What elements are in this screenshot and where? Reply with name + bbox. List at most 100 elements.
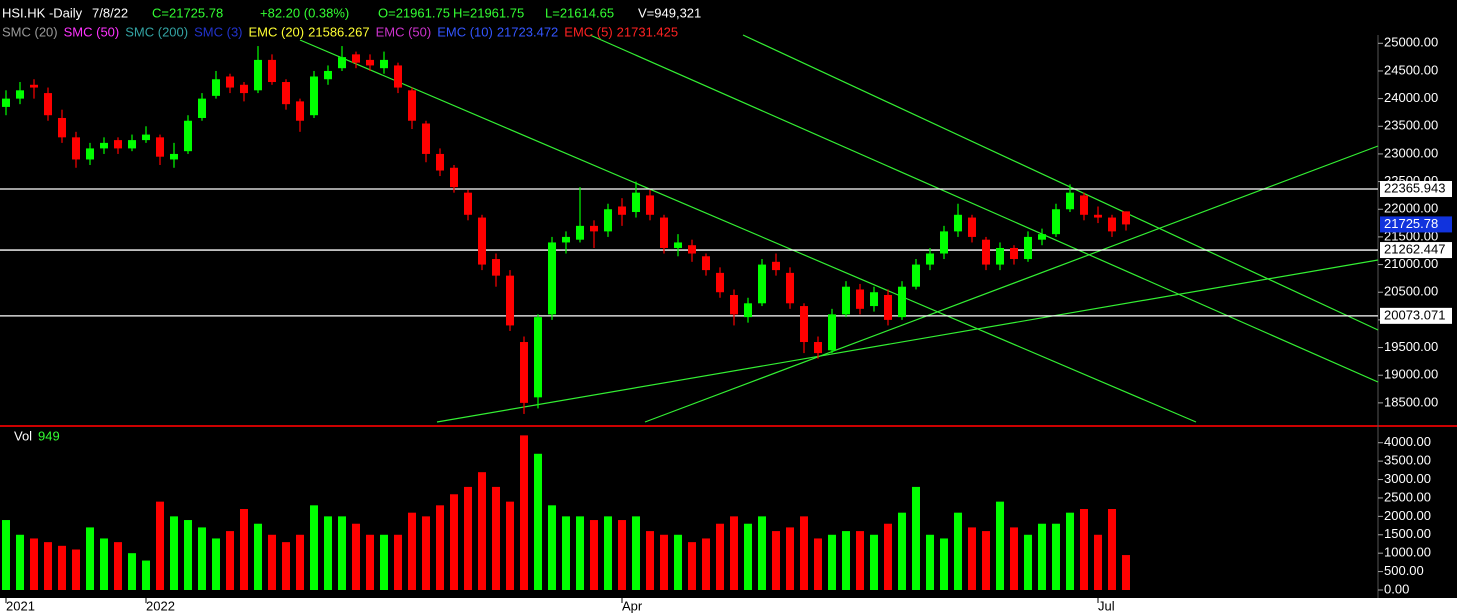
volume-bar — [562, 516, 570, 590]
volume-bar — [576, 516, 584, 590]
candle-body — [198, 98, 206, 118]
candle-body — [702, 256, 710, 271]
volume-bar — [2, 520, 10, 590]
trendline — [299, 39, 1197, 423]
candle-body — [310, 76, 318, 116]
volume-bar — [436, 505, 444, 590]
candle-body — [394, 65, 402, 88]
candle-body — [282, 82, 290, 105]
volume-bar — [44, 542, 52, 590]
volume-bar — [464, 486, 472, 590]
level-label-box — [1380, 307, 1452, 324]
volume-bar — [86, 527, 94, 590]
indicator-name: EMC (50) — [376, 24, 432, 39]
trendlines — [299, 34, 1379, 423]
volume-bar — [548, 505, 556, 590]
volume-bar — [324, 516, 332, 590]
volume-bar — [716, 523, 724, 590]
volume-bar — [1024, 534, 1032, 590]
volume-bar — [408, 512, 416, 590]
volume-bar — [422, 516, 430, 590]
y-tick-label: 20500.00 — [1384, 284, 1438, 299]
candle-body — [170, 153, 178, 160]
y2-tick-label: 500.00 — [1384, 563, 1424, 578]
candle-body — [968, 217, 976, 237]
volume-bar — [786, 527, 794, 590]
volume-bar — [702, 538, 710, 590]
candle-body — [534, 317, 542, 398]
y2-tick-label: 0.00 — [1384, 581, 1409, 596]
candle-body — [800, 306, 808, 343]
x-tick-label: 2021 — [6, 598, 35, 613]
y-tick-label: 19000.00 — [1384, 367, 1438, 382]
candle-body — [156, 137, 164, 157]
volume: V=949,321 — [638, 5, 701, 20]
candle-body — [590, 225, 598, 232]
candle-body — [450, 167, 458, 188]
y2-tick-label: 3000.00 — [1384, 471, 1431, 486]
volume-bar — [184, 520, 192, 590]
volume-bar — [856, 531, 864, 590]
candle-body — [380, 59, 388, 69]
candle-body — [646, 195, 654, 215]
volume-bar — [16, 534, 24, 590]
candle-body — [506, 275, 514, 326]
candle-body — [44, 93, 52, 116]
volume-bar — [646, 531, 654, 590]
volume-bar — [352, 523, 360, 590]
volume-bar — [884, 523, 892, 590]
volume-bar — [772, 531, 780, 590]
candle-body — [1010, 247, 1018, 260]
volume-bar — [1038, 523, 1046, 590]
volume-bar — [1094, 534, 1102, 590]
level-label: 20073.071 — [1384, 307, 1445, 322]
candle-body — [128, 140, 136, 149]
candle-body — [478, 217, 486, 265]
candle-body — [464, 192, 472, 215]
volume-bar — [58, 545, 66, 590]
candle-body — [660, 217, 668, 248]
volume-bar — [156, 501, 164, 590]
volume-bar — [870, 534, 878, 590]
volume-bar — [478, 472, 486, 590]
candle-body — [744, 303, 752, 318]
trendline — [644, 145, 1379, 423]
y-tick-label: 24000.00 — [1384, 90, 1438, 105]
candle-body — [912, 264, 920, 287]
volume-bar — [688, 542, 696, 590]
volume-bar — [842, 531, 850, 590]
volume-bar — [940, 538, 948, 590]
candle-body — [212, 79, 220, 96]
y2-tick-label: 1000.00 — [1384, 545, 1431, 560]
volume-bar — [142, 560, 150, 590]
volume-bar — [660, 534, 668, 590]
indicator-name: EMC (20) — [249, 24, 305, 39]
candle-body — [982, 239, 990, 265]
volume-bar — [30, 538, 38, 590]
candle-body — [324, 70, 332, 80]
volume-bar — [926, 534, 934, 590]
candle-body — [30, 84, 38, 88]
volume-bar — [898, 512, 906, 590]
y2-tick-label: 3500.00 — [1384, 453, 1431, 468]
volume-bar — [590, 520, 598, 590]
volume-bar — [380, 534, 388, 590]
trendline — [742, 34, 1379, 331]
indicator-name: SMC (50) — [64, 24, 120, 39]
volume-bar — [1108, 509, 1116, 590]
indicator-name: EMC (5) — [564, 24, 612, 39]
candle-body — [758, 264, 766, 304]
x-tick-label: 2022 — [146, 598, 175, 613]
volume-bar — [394, 534, 402, 590]
volume-bar — [1080, 509, 1088, 590]
candle-body — [1066, 192, 1074, 210]
candle-body — [268, 59, 276, 83]
level-label-box — [1380, 181, 1452, 198]
x-tick-label: Apr — [622, 598, 643, 613]
volume-bar — [828, 534, 836, 590]
candle-body — [2, 98, 10, 107]
volume-bar — [604, 516, 612, 590]
indicator-name: SMC (20) — [2, 24, 58, 39]
candle-body — [814, 342, 822, 354]
candle-body — [940, 231, 948, 254]
